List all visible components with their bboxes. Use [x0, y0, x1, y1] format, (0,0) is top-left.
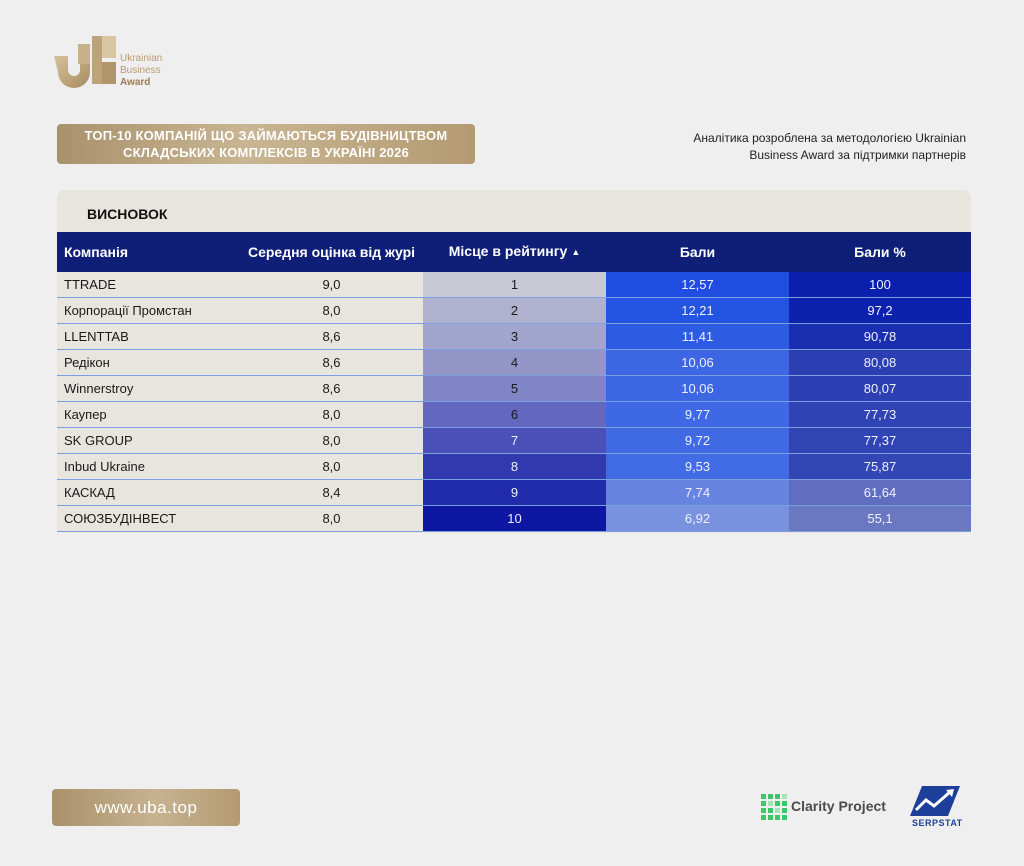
sort-asc-icon[interactable]: ▲	[571, 246, 581, 257]
table-row: Inbud Ukraine 8,0 8 9,53 75,87	[57, 453, 971, 480]
cell-rank: 8	[423, 453, 606, 480]
clarity-project-label: Clarity Project	[791, 798, 886, 814]
cell-percent: 90,78	[789, 323, 971, 350]
serpstat-label: SERPSTAT	[912, 818, 963, 828]
serpstat-icon	[910, 786, 960, 816]
cell-percent: 77,37	[789, 427, 971, 454]
cell-percent: 75,87	[789, 453, 971, 480]
cell-score: 6,92	[606, 505, 789, 532]
cell-company: Редікон	[57, 349, 240, 376]
header-company[interactable]: Компанія	[57, 232, 240, 272]
cell-rank: 2	[423, 297, 606, 324]
logo-line-business: Business	[120, 65, 161, 76]
cell-rank: 10	[423, 505, 606, 532]
cell-score: 10,06	[606, 349, 789, 376]
cell-percent: 61,64	[789, 479, 971, 506]
cell-jury: 8,0	[240, 505, 423, 532]
cell-percent: 97,2	[789, 297, 971, 324]
title-banner: ТОП-10 КОМПАНІЙ ЩО ЗАЙМАЮТЬСЯ БУДІВНИЦТВ…	[57, 124, 475, 164]
cell-jury: 8,0	[240, 427, 423, 454]
ranking-table: Компанія Середня оцінка від журі Місце в…	[57, 232, 971, 532]
table-row: КАСКАД 8,4 9 7,74 61,64	[57, 479, 971, 506]
cell-score: 11,41	[606, 323, 789, 350]
cell-jury: 8,0	[240, 297, 423, 324]
cell-percent: 80,07	[789, 375, 971, 402]
cell-score: 9,53	[606, 453, 789, 480]
cell-rank: 6	[423, 401, 606, 428]
cell-percent: 80,08	[789, 349, 971, 376]
table-row: TTRADE 9,0 1 12,57 100	[57, 272, 971, 298]
header-rank[interactable]: Місце в рейтингу ▲	[423, 232, 606, 272]
cell-company: LLENTTAB	[57, 323, 240, 350]
cell-percent: 55,1	[789, 505, 971, 532]
cell-score: 7,74	[606, 479, 789, 506]
cell-score: 10,06	[606, 375, 789, 402]
cell-company: СОЮЗБУДІНВЕСТ	[57, 505, 240, 532]
cell-company: Каупер	[57, 401, 240, 428]
serpstat-logo: SERPSTAT	[910, 786, 970, 830]
logo-line-award: Award	[120, 77, 151, 88]
header-percent[interactable]: Бали %	[789, 232, 971, 272]
cell-company: Inbud Ukraine	[57, 453, 240, 480]
cell-rank: 1	[423, 272, 606, 298]
header-jury[interactable]: Середня оцінка від журі	[240, 232, 423, 272]
table-row: Корпорації Промстан 8,0 2 12,21 97,2	[57, 297, 971, 324]
cell-rank: 7	[423, 427, 606, 454]
panel-title: ВИСНОВОК	[87, 206, 168, 222]
table-row: СОЮЗБУДІНВЕСТ 8,0 10 6,92 55,1	[57, 505, 971, 532]
note-line-2: Business Award за підтримки партнерів	[749, 148, 966, 162]
website-link-button[interactable]: www.uba.top	[52, 789, 240, 826]
cell-company: Корпорації Промстан	[57, 297, 240, 324]
table-row: Редікон 8,6 4 10,06 80,08	[57, 349, 971, 376]
cell-jury: 8,6	[240, 375, 423, 402]
header-rank-label: Місце в рейтингу	[448, 243, 568, 260]
cell-jury: 8,6	[240, 349, 423, 376]
cell-percent: 100	[789, 272, 971, 298]
cell-company: КАСКАД	[57, 479, 240, 506]
cell-score: 12,57	[606, 272, 789, 298]
note-line-1: Аналітика розроблена за методологією Ukr…	[693, 131, 966, 145]
cell-jury: 8,0	[240, 453, 423, 480]
cell-percent: 77,73	[789, 401, 971, 428]
cell-jury: 9,0	[240, 272, 423, 298]
cell-jury: 8,4	[240, 479, 423, 506]
cell-score: 12,21	[606, 297, 789, 324]
header-score[interactable]: Бали	[606, 232, 789, 272]
cell-rank: 5	[423, 375, 606, 402]
table-body: TTRADE 9,0 1 12,57 100 Корпорації Промстан 8,0…	[57, 272, 971, 532]
cell-score: 9,72	[606, 427, 789, 454]
table-row: LLENTTAB 8,6 3 11,41 90,78	[57, 323, 971, 350]
table-row: SK GROUP 8,0 7 9,72 77,37	[57, 427, 971, 454]
clarity-project-icon	[761, 794, 787, 820]
cell-company: SK GROUP	[57, 427, 240, 454]
methodology-note: Аналітика розроблена за методологією Ukr…	[626, 130, 966, 164]
cell-rank: 9	[423, 479, 606, 506]
table-row: Winnerstroy 8,6 5 10,06 80,07	[57, 375, 971, 402]
table-header-row: Компанія Середня оцінка від журі Місце в…	[57, 232, 971, 272]
table-row: Каупер 8,0 6 9,77 77,73	[57, 401, 971, 428]
logo-line-ukrainian: Ukrainian	[120, 53, 163, 64]
uba-logo-icon	[54, 36, 116, 88]
cell-rank: 3	[423, 323, 606, 350]
title-line-2: СКЛАДСЬКИХ КОМПЛЕКСІВ В УКРАЇНІ 2026	[123, 145, 409, 160]
cell-company: Winnerstroy	[57, 375, 240, 402]
cell-jury: 8,6	[240, 323, 423, 350]
cell-rank: 4	[423, 349, 606, 376]
cell-score: 9,77	[606, 401, 789, 428]
cell-company: TTRADE	[57, 272, 240, 298]
cell-jury: 8,0	[240, 401, 423, 428]
ukrainian-business-award-logo: Ukrainian Business Award	[52, 34, 182, 90]
title-line-1: ТОП-10 КОМПАНІЙ ЩО ЗАЙМАЮТЬСЯ БУДІВНИЦТВ…	[84, 128, 448, 143]
clarity-project-logo: Clarity Project	[761, 794, 896, 820]
